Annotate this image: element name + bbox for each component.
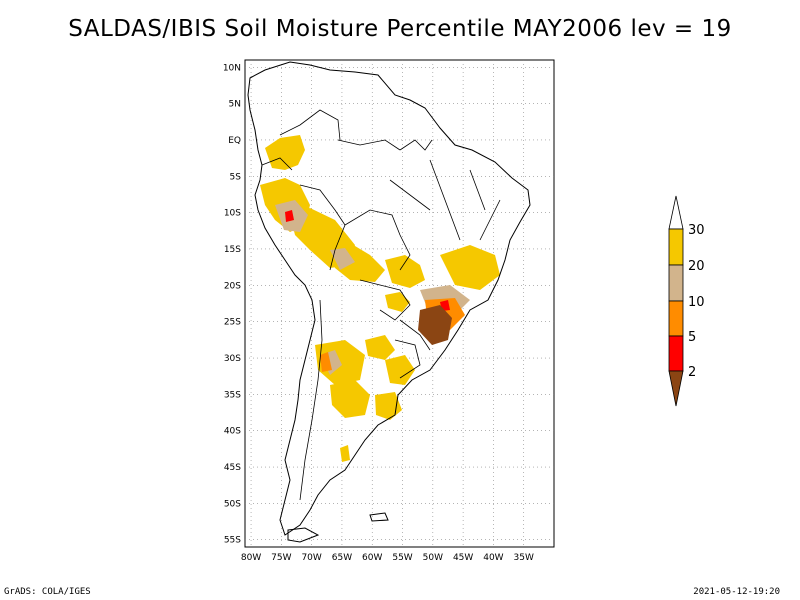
- border-argentina-brazil: [399, 319, 431, 351]
- lat-tick-label: 40S: [224, 427, 241, 437]
- coastline: [247, 61, 531, 543]
- lon-tick-label: 80W: [241, 553, 261, 563]
- lat-tick-label: 25S: [224, 318, 241, 328]
- legend-above-30: [668, 195, 684, 230]
- border-guyanas: [399, 139, 433, 151]
- lat-tick-label: 30S: [224, 354, 241, 364]
- border-peru-brazil: [299, 184, 346, 226]
- legend-2-5: [668, 335, 684, 372]
- border-ecuador: [261, 157, 293, 171]
- moisture-patches-20-30: [260, 135, 500, 462]
- tierra-del-fuego: [287, 527, 320, 543]
- lat-tick-label: EQ: [228, 136, 241, 146]
- patch-bolivia: [325, 240, 385, 282]
- lat-tick-label: 5N: [229, 100, 241, 110]
- lon-tick-label: 70W: [301, 553, 321, 563]
- patch-brown-parana: [418, 305, 452, 345]
- legend-5-10: [668, 300, 684, 337]
- lon-tick-label: 60W: [362, 553, 382, 563]
- patch-colombia: [265, 135, 305, 170]
- border-bolivia-peru: [329, 224, 346, 271]
- legend-label-2: 2: [688, 365, 696, 380]
- lat-tick-label: 45S: [224, 463, 241, 473]
- patch-brazil-east: [440, 245, 500, 290]
- latitude-labels: 10N 5N EQ 5S 10S 15S 20S 25S 30S 35S 40S 45S 50S 55S: [223, 63, 241, 545]
- country-borders: [261, 109, 501, 501]
- patch-argentina-orange: [320, 352, 332, 372]
- longitude-labels: 80W 75W 70W 65W 60W 55W 50W 45W 40W 35W: [241, 553, 534, 563]
- border-paraguay: [359, 279, 411, 321]
- border-venezuela-brazil: [337, 139, 401, 151]
- legend-20-30: [668, 228, 684, 266]
- legend-below-2: [668, 370, 684, 407]
- patch-bolivia-tan: [330, 248, 355, 270]
- lon-tick-label: 50W: [423, 553, 443, 563]
- patch-patagonia: [340, 445, 350, 462]
- legend-labels: 30 20 10 5 2: [688, 223, 705, 380]
- map-title: SALDAS/IBIS Soil Moisture Percentile MAY…: [68, 16, 732, 42]
- lon-tick-label: 75W: [271, 553, 291, 563]
- lat-tick-label: 5S: [230, 172, 242, 182]
- legend-label-5: 5: [688, 330, 696, 345]
- south-america-coast: [247, 61, 531, 536]
- border-uruguay: [394, 339, 421, 379]
- moisture-patches-below-2: [418, 305, 452, 345]
- footer-credit: GrADS: COLA/IGES: [4, 587, 91, 597]
- patch-brazil-central: [385, 255, 425, 288]
- patch-chaco: [365, 335, 395, 360]
- border-chile-argentina: [299, 299, 323, 501]
- legend-label-10: 10: [688, 295, 705, 310]
- lon-tick-label: 40W: [483, 553, 503, 563]
- patch-red-1: [285, 210, 294, 222]
- patch-argentina-central: [330, 380, 370, 418]
- lon-tick-label: 65W: [332, 553, 352, 563]
- lon-tick-label: 35W: [514, 553, 534, 563]
- falklands: [369, 512, 389, 522]
- map-frame: [244, 59, 555, 548]
- legend-colorbar: [668, 195, 684, 407]
- legend-label-30: 30: [688, 223, 705, 238]
- lat-tick-label: 20S: [224, 281, 241, 291]
- lon-tick-label: 45W: [453, 553, 473, 563]
- border-bolivia-brazil: [344, 209, 411, 271]
- lat-tick-label: 10N: [223, 63, 241, 73]
- lat-tick-label: 50S: [224, 499, 241, 509]
- border-colombia-venezuela: [279, 109, 341, 141]
- lat-tick-label: 55S: [224, 536, 241, 546]
- lat-tick-label: 35S: [224, 390, 241, 400]
- border-brazil-states: [389, 159, 501, 241]
- patch-uruguay: [385, 355, 415, 385]
- legend-10-20: [668, 264, 684, 302]
- lat-tick-label: 10S: [224, 209, 241, 219]
- lat-tick-label: 15S: [224, 245, 241, 255]
- footer-timestamp: 2021-05-12-19:20: [693, 587, 780, 597]
- lon-tick-label: 55W: [392, 553, 412, 563]
- patch-paraguay: [385, 292, 410, 312]
- legend-label-20: 20: [688, 259, 705, 274]
